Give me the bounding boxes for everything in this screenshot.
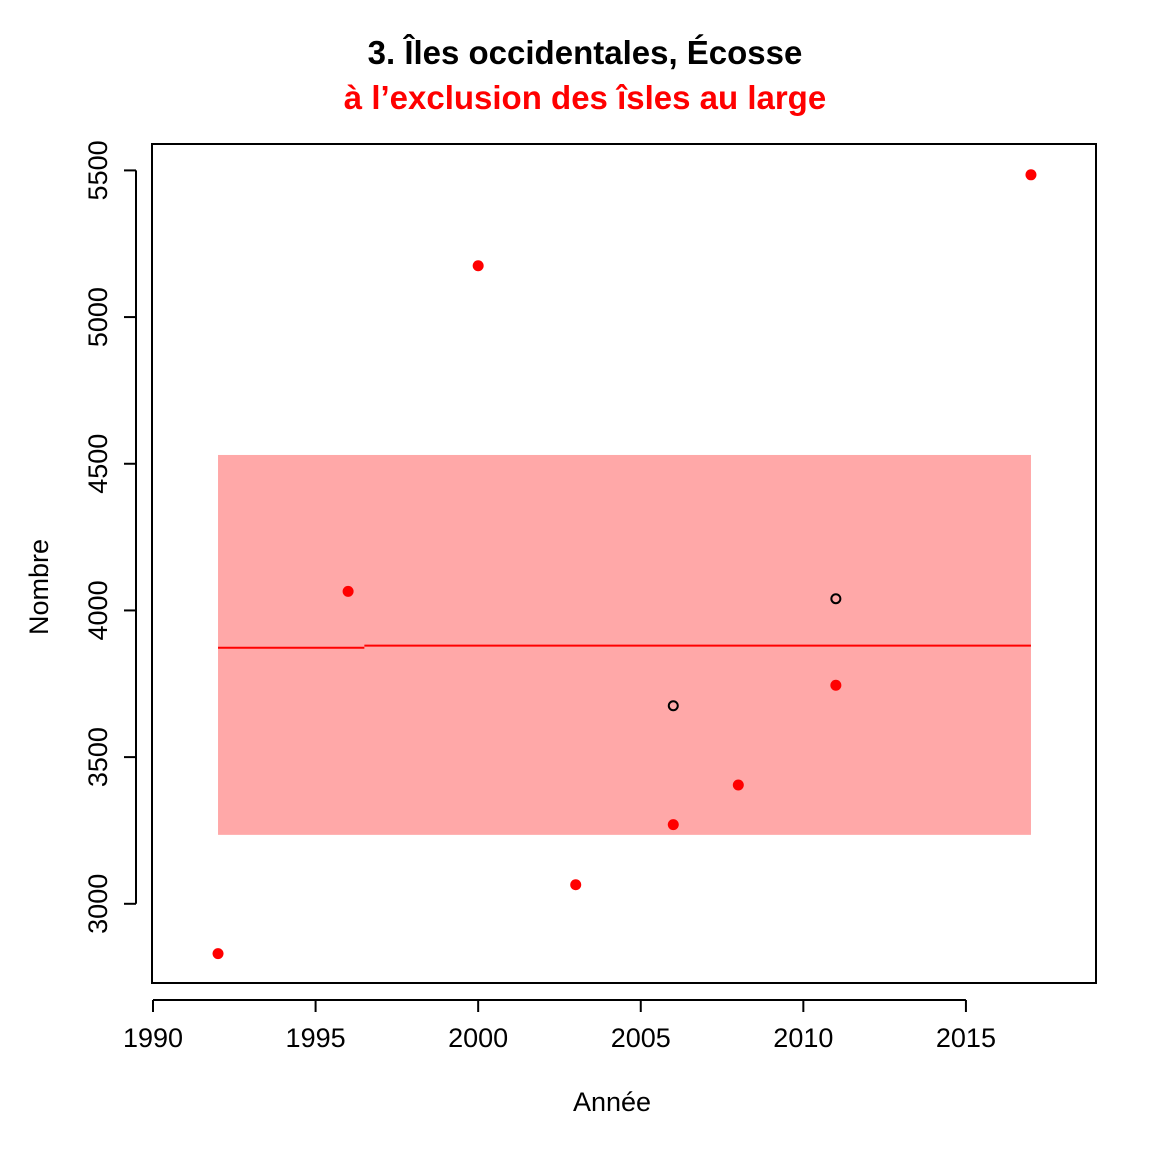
y-axis-label: Nombre — [24, 539, 54, 635]
x-axis-label: Année — [573, 1087, 651, 1117]
data-point — [830, 679, 842, 691]
data-point — [667, 819, 679, 831]
data-point — [342, 585, 354, 597]
x-tick-label: 2005 — [611, 1023, 671, 1053]
x-tick-label: 2010 — [773, 1023, 833, 1053]
data-point-open — [830, 593, 842, 605]
x-tick-label: 2000 — [448, 1023, 508, 1053]
y-tick-label: 3500 — [83, 727, 113, 787]
y-tick-label: 4000 — [83, 580, 113, 640]
data-point — [570, 879, 582, 891]
x-tick-label: 1990 — [123, 1023, 183, 1053]
x-tick-label: 2015 — [936, 1023, 996, 1053]
chart-title: 3. Îles occidentales, Écosse — [367, 34, 803, 71]
x-tick-label: 1995 — [286, 1023, 346, 1053]
chart-subtitle: à l’exclusion des îsles au large — [343, 79, 827, 116]
data-point — [1025, 169, 1037, 181]
plot-frame — [151, 143, 1097, 984]
y-tick-label: 3000 — [83, 874, 113, 934]
data-point — [212, 948, 224, 960]
y-tick-label: 5500 — [83, 140, 113, 200]
data-point — [472, 260, 484, 272]
data-point — [732, 779, 744, 791]
y-tick-label: 4500 — [83, 434, 113, 494]
y-tick-label: 5000 — [83, 287, 113, 347]
data-point-open — [667, 700, 679, 712]
